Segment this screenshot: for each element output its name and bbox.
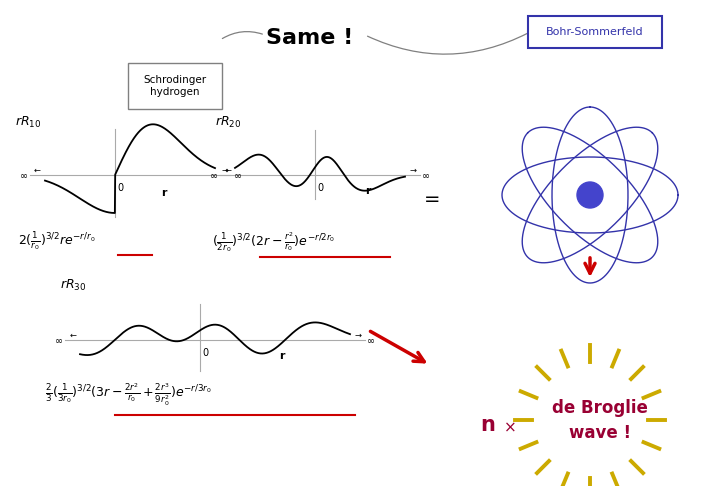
Text: $(\frac{1}{2r_0})^{3/2}(2r-\frac{r^2}{r_0})e^{-r/2r_0}$: $(\frac{1}{2r_0})^{3/2}(2r-\frac{r^2}{r_… <box>212 230 335 254</box>
Text: de Broglie
wave !: de Broglie wave ! <box>552 399 648 441</box>
Text: $\mathbf{r}$: $\mathbf{r}$ <box>161 187 169 198</box>
Text: $\infty$: $\infty$ <box>19 170 28 180</box>
Text: n: n <box>481 415 496 435</box>
Text: $\infty$: $\infty$ <box>209 170 218 180</box>
Text: $0$: $0$ <box>317 181 325 193</box>
Text: $2(\frac{1}{r_0})^{3/2}re^{-r/r_0}$: $2(\frac{1}{r_0})^{3/2}re^{-r/r_0}$ <box>18 230 95 253</box>
Text: Bohr-Sommerfeld: Bohr-Sommerfeld <box>546 27 644 37</box>
Text: $\frac{2}{3}(\frac{1}{3r_0})^{3/2}(3r-\frac{2r^2}{r_0}+\frac{2r^3}{9r_0^2})e^{-r: $\frac{2}{3}(\frac{1}{3r_0})^{3/2}(3r-\f… <box>45 382 212 408</box>
Text: $\infty$: $\infty$ <box>421 170 430 180</box>
Text: $\mathbf{r}$: $\mathbf{r}$ <box>279 350 286 361</box>
Text: $\infty$: $\infty$ <box>366 335 375 345</box>
Text: $\infty$: $\infty$ <box>233 170 242 180</box>
Text: Same !: Same ! <box>266 28 353 48</box>
Text: $\leftarrow$: $\leftarrow$ <box>32 166 42 174</box>
FancyBboxPatch shape <box>528 16 662 48</box>
FancyBboxPatch shape <box>128 63 222 109</box>
Text: $\rightarrow$: $\rightarrow$ <box>353 330 363 340</box>
Text: $\mathbf{r}$: $\mathbf{r}$ <box>365 185 373 196</box>
Text: $0$: $0$ <box>202 346 210 358</box>
Text: $\infty$: $\infty$ <box>54 335 63 345</box>
Text: $rR_{30}$: $rR_{30}$ <box>60 278 86 293</box>
Text: Schrodinger
hydrogen: Schrodinger hydrogen <box>144 75 207 97</box>
Text: $rR_{10}$: $rR_{10}$ <box>15 115 41 130</box>
Text: $\leftarrow$: $\leftarrow$ <box>223 166 233 174</box>
Text: $rR_{20}$: $rR_{20}$ <box>215 115 241 130</box>
Text: $\leftarrow$: $\leftarrow$ <box>68 330 78 340</box>
Text: $0$: $0$ <box>117 181 125 193</box>
Text: ×: × <box>503 420 517 435</box>
Text: $\rightarrow$: $\rightarrow$ <box>220 166 230 174</box>
Text: $\rightarrow$: $\rightarrow$ <box>408 166 418 174</box>
Circle shape <box>577 182 603 208</box>
Text: =: = <box>423 191 440 209</box>
